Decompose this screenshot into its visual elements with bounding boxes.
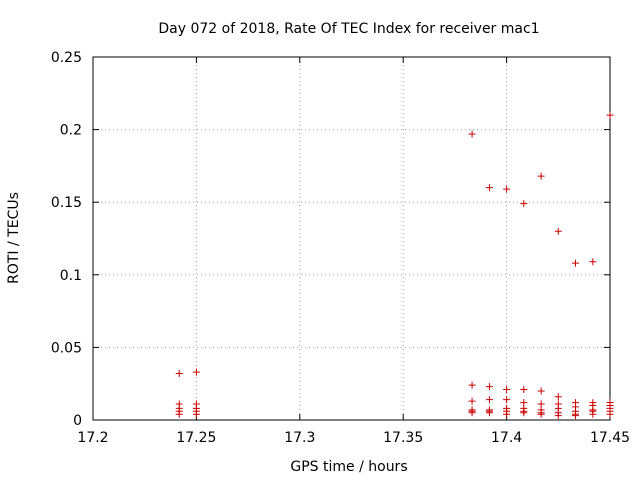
data-point bbox=[589, 258, 597, 266]
data-point bbox=[468, 381, 476, 389]
x-tick-label: 17.3 bbox=[284, 430, 315, 446]
x-tick-label: 17.45 bbox=[590, 430, 630, 446]
data-point bbox=[468, 397, 476, 405]
y-axis-label: ROTI / TECUs bbox=[6, 192, 22, 284]
plot-frame bbox=[92, 56, 611, 421]
y-tick-label: 0 bbox=[73, 413, 82, 429]
data-point bbox=[606, 410, 614, 418]
y-tick-label: 0.15 bbox=[51, 195, 82, 211]
data-point bbox=[485, 396, 493, 404]
data-point bbox=[554, 393, 562, 401]
x-axis-label: GPS time / hours bbox=[290, 459, 407, 475]
data-point bbox=[485, 383, 493, 391]
data-point bbox=[485, 184, 493, 192]
data-point bbox=[571, 259, 579, 267]
data-point bbox=[503, 386, 511, 394]
chart-title: Day 072 of 2018, Rate Of TEC Index for r… bbox=[158, 21, 539, 37]
x-tick-label: 17.4 bbox=[491, 430, 522, 446]
data-point bbox=[571, 412, 579, 420]
data-point bbox=[537, 410, 545, 418]
x-tick-label: 17.35 bbox=[383, 430, 423, 446]
data-point bbox=[520, 200, 528, 208]
data-point bbox=[503, 396, 511, 404]
data-point bbox=[175, 370, 183, 378]
x-tick-label: 17.2 bbox=[77, 430, 108, 446]
x-tick-label: 17.25 bbox=[176, 430, 216, 446]
data-points bbox=[175, 111, 614, 420]
data-point bbox=[520, 409, 528, 417]
data-point bbox=[175, 410, 183, 418]
data-point bbox=[468, 130, 476, 138]
y-tick-label: 0.05 bbox=[51, 340, 82, 356]
y-tick-label: 0.1 bbox=[60, 268, 82, 284]
axis-ticks: 17.2 17.25 17.3 17.35 17.4 17.45 0 0.05 0.1 0.15 0… bbox=[51, 50, 630, 446]
data-point bbox=[192, 368, 200, 376]
data-point bbox=[192, 410, 200, 418]
data-point bbox=[503, 185, 511, 193]
data-point bbox=[503, 410, 511, 418]
data-point bbox=[468, 409, 476, 417]
data-point bbox=[537, 172, 545, 180]
y-tick-label: 0.25 bbox=[51, 50, 82, 66]
data-point bbox=[485, 409, 493, 417]
data-point bbox=[554, 412, 562, 420]
y-tick-label: 0.2 bbox=[60, 123, 82, 139]
data-point bbox=[537, 387, 545, 395]
data-point bbox=[606, 111, 614, 119]
grid bbox=[93, 57, 610, 420]
data-point bbox=[554, 227, 562, 235]
data-point bbox=[520, 386, 528, 394]
data-point bbox=[589, 410, 597, 418]
